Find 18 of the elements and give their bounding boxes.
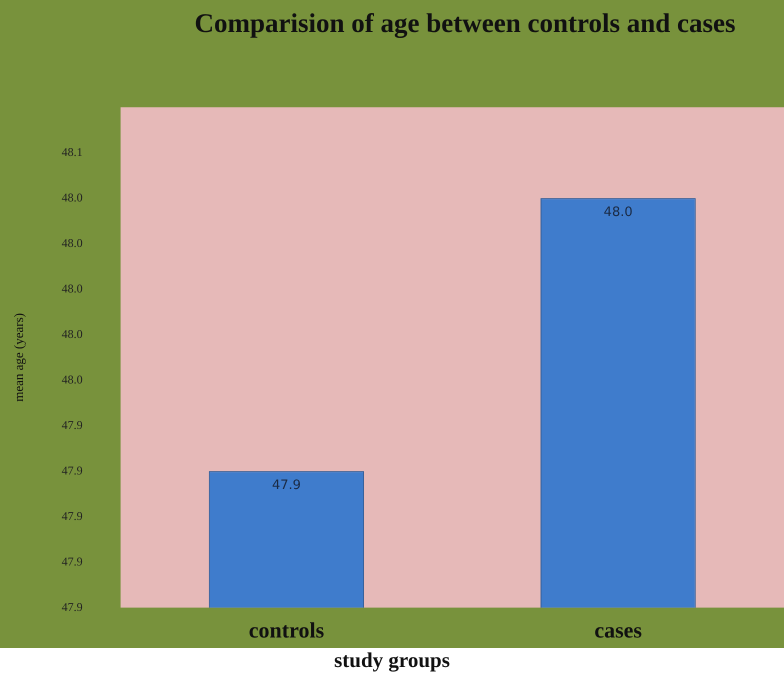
y-tick-label: 48.0	[62, 236, 83, 250]
y-tick-label: 47.9	[62, 418, 83, 432]
y-tick-label: 47.9	[62, 600, 83, 614]
y-tick-label: 48.0	[62, 190, 83, 204]
y-tick-label: 47.9	[62, 508, 83, 523]
y-tick-label: 47.9	[62, 554, 83, 568]
x-axis-title: study groups	[0, 648, 784, 674]
data-label: 47.9	[272, 478, 301, 493]
y-tick-label: 48.1	[62, 144, 83, 159]
y-tick-label: 48.0	[62, 326, 83, 341]
x-tick-label: controls	[248, 617, 325, 642]
x-tick-label: cases	[594, 617, 642, 642]
y-tick-label: 48.0	[62, 281, 83, 296]
y-tick-label: 48.0	[62, 372, 83, 386]
chart-title: Comparision of age between controls and cases	[194, 8, 736, 38]
y-tick-label: 47.9	[62, 463, 83, 478]
y-axis-title: mean age (years)	[11, 313, 26, 402]
data-label: 48.0	[604, 205, 633, 220]
